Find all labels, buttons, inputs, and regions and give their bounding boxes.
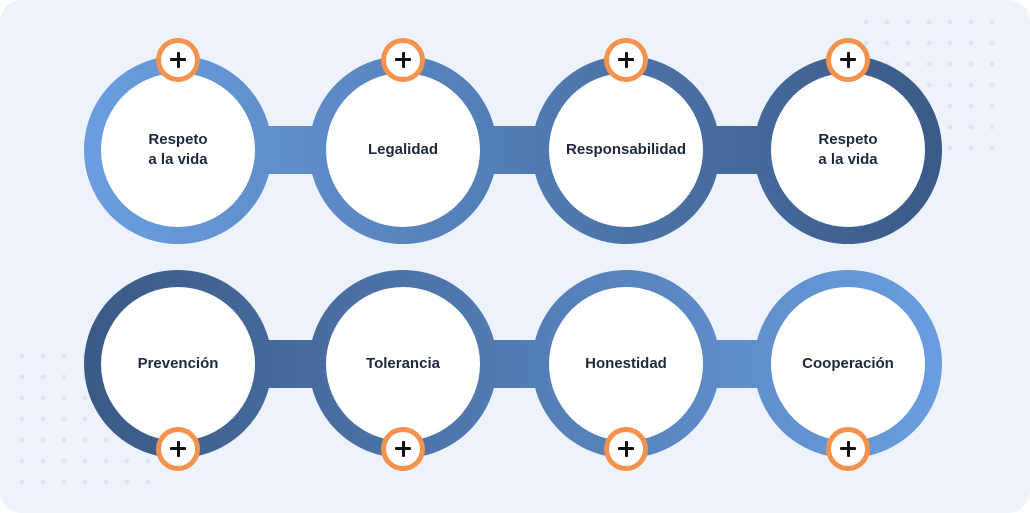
value-node-tolerancia: Tolerancia <box>326 287 480 441</box>
expand-button-legalidad[interactable] <box>381 38 425 82</box>
decorative-dot <box>40 479 46 485</box>
decorative-dot <box>989 103 995 109</box>
decorative-dot <box>968 124 974 130</box>
decorative-dot <box>989 124 995 130</box>
value-node-prevencion: Prevención <box>101 287 255 441</box>
value-node-respeto-vida-2: Respeto a la vida <box>771 73 925 227</box>
decorative-dot <box>40 458 46 464</box>
decorative-dot <box>968 61 974 67</box>
expand-button-responsabilidad[interactable] <box>604 38 648 82</box>
decorative-dot <box>947 19 953 25</box>
decorative-dot <box>40 374 46 380</box>
plus-icon <box>161 432 195 466</box>
decorative-dot <box>968 82 974 88</box>
decorative-dot <box>61 437 67 443</box>
value-node-honestidad: Honestidad <box>549 287 703 441</box>
expand-button-prevencion[interactable] <box>156 427 200 471</box>
decorative-dot <box>145 479 151 485</box>
decorative-dot <box>989 19 995 25</box>
decorative-dot <box>19 395 25 401</box>
decorative-dot <box>19 416 25 422</box>
decorative-dot <box>103 479 109 485</box>
decorative-dot <box>145 458 151 464</box>
decorative-dot <box>989 61 995 67</box>
decorative-dot <box>61 395 67 401</box>
decorative-dot <box>61 458 67 464</box>
expand-button-tolerancia[interactable] <box>381 427 425 471</box>
decorative-dot <box>863 40 869 46</box>
decorative-dot <box>926 61 932 67</box>
value-node-respeto-vida-1: Respeto a la vida <box>101 73 255 227</box>
decorative-dot <box>926 40 932 46</box>
decorative-dot <box>82 458 88 464</box>
decorative-dot <box>82 437 88 443</box>
plus-icon <box>831 43 865 77</box>
decorative-dot <box>61 353 67 359</box>
decorative-dot <box>19 458 25 464</box>
plus-icon <box>609 432 643 466</box>
value-node-cooperacion: Cooperación <box>771 287 925 441</box>
decorative-dot <box>103 458 109 464</box>
decorative-dot <box>905 40 911 46</box>
decorative-dot <box>40 395 46 401</box>
decorative-dot <box>884 19 890 25</box>
decorative-dot <box>947 103 953 109</box>
decorative-dot <box>968 40 974 46</box>
plus-icon <box>161 43 195 77</box>
decorative-dot <box>40 353 46 359</box>
decorative-dot <box>124 479 130 485</box>
decorative-dot <box>40 437 46 443</box>
decorative-dot <box>989 40 995 46</box>
plus-icon <box>386 432 420 466</box>
decorative-dot <box>968 103 974 109</box>
decorative-dot <box>19 374 25 380</box>
value-node-legalidad: Legalidad <box>326 73 480 227</box>
decorative-dot <box>124 458 130 464</box>
decorative-dot <box>989 145 995 151</box>
decorative-dot <box>947 145 953 151</box>
plus-icon <box>386 43 420 77</box>
decorative-dot <box>926 82 932 88</box>
expand-button-respeto-vida-2[interactable] <box>826 38 870 82</box>
expand-button-respeto-vida-1[interactable] <box>156 38 200 82</box>
plus-icon <box>831 432 865 466</box>
decorative-dot <box>61 416 67 422</box>
decorative-dot <box>19 479 25 485</box>
decorative-dot <box>905 61 911 67</box>
decorative-dot <box>968 19 974 25</box>
value-node-responsabilidad: Responsabilidad <box>549 73 703 227</box>
decorative-dot <box>82 416 88 422</box>
decorative-dot <box>40 416 46 422</box>
decorative-dot <box>19 353 25 359</box>
expand-button-cooperacion[interactable] <box>826 427 870 471</box>
decorative-dot <box>61 479 67 485</box>
decorative-dot <box>947 82 953 88</box>
decorative-dot <box>884 40 890 46</box>
decorative-dot <box>926 19 932 25</box>
expand-button-honestidad[interactable] <box>604 427 648 471</box>
decorative-dot <box>947 40 953 46</box>
decorative-dot <box>82 395 88 401</box>
decorative-dot <box>19 437 25 443</box>
decorative-dot <box>905 19 911 25</box>
decorative-dot <box>947 124 953 130</box>
decorative-dot <box>947 61 953 67</box>
plus-icon <box>609 43 643 77</box>
decorative-dot <box>61 374 67 380</box>
decorative-dot <box>103 437 109 443</box>
decorative-dot <box>82 479 88 485</box>
decorative-dot <box>968 145 974 151</box>
decorative-dot <box>989 82 995 88</box>
decorative-dot <box>863 19 869 25</box>
